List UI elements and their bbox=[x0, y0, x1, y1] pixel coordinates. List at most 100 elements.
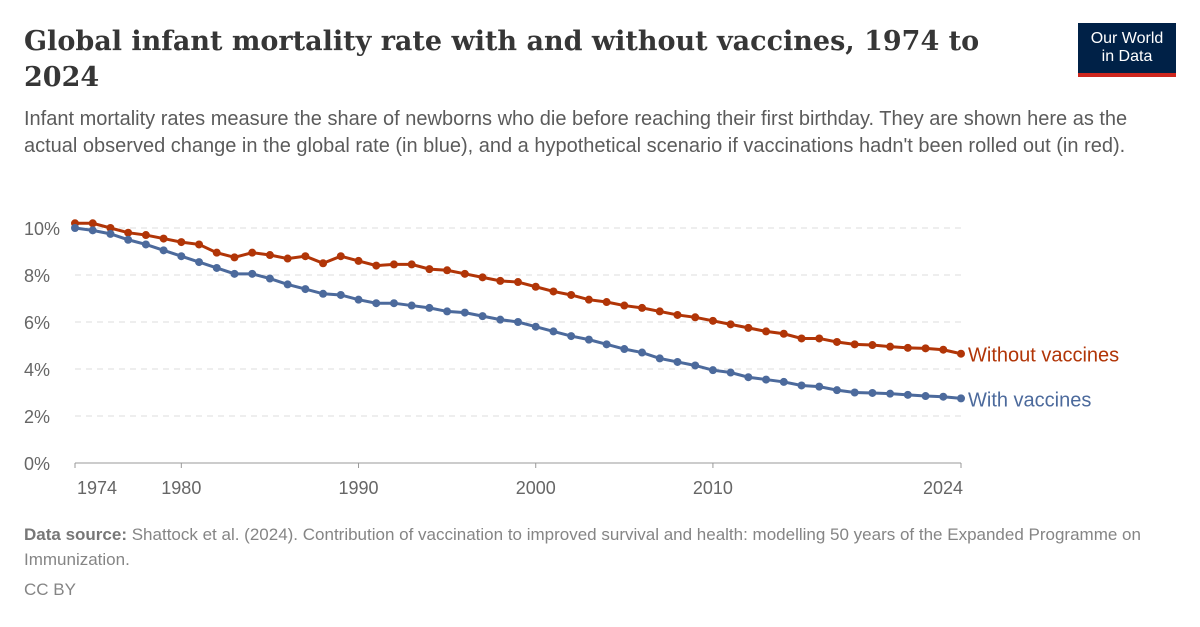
y-tick-label: 4% bbox=[24, 360, 50, 380]
data-point bbox=[88, 219, 97, 228]
data-point bbox=[71, 224, 79, 232]
data-point bbox=[301, 252, 310, 261]
data-point bbox=[815, 382, 824, 391]
data-point bbox=[620, 301, 629, 310]
owid-logo[interactable]: Our World in Data bbox=[1078, 23, 1176, 77]
data-point bbox=[584, 335, 593, 344]
y-tick-label: 10% bbox=[24, 219, 60, 239]
data-point bbox=[797, 381, 806, 390]
data-point bbox=[372, 261, 381, 270]
data-point bbox=[762, 327, 771, 336]
data-point bbox=[708, 366, 717, 375]
data-point bbox=[248, 269, 257, 278]
data-point bbox=[868, 388, 877, 397]
logo-line2: in Data bbox=[1101, 48, 1153, 65]
x-tick-label: 1974 bbox=[77, 478, 117, 498]
x-tick-label: 2000 bbox=[516, 478, 556, 498]
data-point bbox=[195, 240, 204, 249]
data-point bbox=[177, 252, 186, 261]
data-point bbox=[124, 228, 133, 237]
data-point bbox=[655, 307, 664, 316]
data-point bbox=[106, 229, 115, 238]
chart-subtitle: Infant mortality rates measure the share… bbox=[24, 108, 1128, 157]
data-point bbox=[389, 260, 398, 269]
data-point bbox=[886, 389, 895, 398]
data-point bbox=[159, 246, 168, 255]
series-label: Without vaccines bbox=[968, 345, 1119, 367]
data-point bbox=[265, 251, 274, 260]
data-point bbox=[230, 269, 239, 278]
data-point bbox=[177, 238, 186, 247]
data-point bbox=[265, 274, 274, 283]
data-point bbox=[567, 332, 576, 341]
data-point bbox=[283, 254, 292, 263]
data-point bbox=[496, 315, 505, 324]
data-point bbox=[496, 276, 505, 285]
x-tick-label: 2010 bbox=[693, 478, 733, 498]
data-point bbox=[407, 301, 416, 310]
logo-line1: Our World bbox=[1090, 30, 1164, 47]
data-point bbox=[425, 303, 434, 312]
data-point bbox=[389, 299, 398, 308]
data-point bbox=[124, 235, 133, 244]
data-point bbox=[248, 248, 257, 257]
data-point bbox=[903, 343, 912, 352]
data-point bbox=[832, 337, 841, 346]
data-point bbox=[212, 248, 221, 257]
y-tick-label: 6% bbox=[24, 313, 50, 333]
series-line bbox=[75, 221, 962, 356]
data-point bbox=[779, 329, 788, 338]
data-point bbox=[443, 307, 452, 316]
data-source: Data source: Shattock et al. (2024). Con… bbox=[24, 522, 1174, 572]
data-point bbox=[159, 234, 168, 243]
data-point bbox=[921, 344, 930, 353]
y-tick-label: 0% bbox=[24, 454, 50, 474]
x-tick-label: 2024 bbox=[923, 478, 963, 498]
data-point bbox=[903, 390, 912, 399]
data-point bbox=[868, 341, 877, 350]
license: CC BY bbox=[24, 580, 76, 599]
data-point bbox=[354, 295, 363, 304]
data-point bbox=[230, 253, 239, 262]
data-point bbox=[319, 259, 328, 268]
data-point bbox=[850, 340, 859, 349]
data-point bbox=[443, 266, 452, 275]
data-point bbox=[726, 320, 735, 329]
data-point bbox=[655, 354, 664, 363]
data-point bbox=[673, 357, 682, 366]
data-point bbox=[301, 285, 310, 294]
data-point bbox=[460, 269, 469, 278]
chart-title: Global infant mortality rate with and wi… bbox=[24, 26, 980, 93]
data-point bbox=[549, 287, 558, 296]
data-point bbox=[957, 349, 965, 358]
data-point bbox=[478, 312, 487, 321]
data-point bbox=[921, 392, 930, 401]
data-point bbox=[460, 308, 469, 317]
data-point bbox=[939, 345, 948, 354]
data-point bbox=[832, 386, 841, 395]
data-point bbox=[195, 258, 204, 267]
data-point bbox=[106, 224, 115, 232]
data-point bbox=[886, 342, 895, 351]
y-tick-label: 8% bbox=[24, 266, 50, 286]
series-label: With vaccines bbox=[968, 389, 1091, 411]
data-point bbox=[283, 280, 292, 289]
data-point bbox=[691, 361, 700, 370]
data-point bbox=[531, 282, 540, 291]
x-tick-label: 1980 bbox=[161, 478, 201, 498]
data-point bbox=[779, 377, 788, 386]
x-tick-label: 1990 bbox=[338, 478, 378, 498]
data-point bbox=[744, 323, 753, 332]
data-point bbox=[354, 256, 363, 265]
data-point bbox=[567, 290, 576, 299]
data-point bbox=[797, 334, 806, 343]
data-point bbox=[319, 289, 328, 298]
series-line bbox=[74, 226, 962, 400]
data-point bbox=[425, 265, 434, 274]
data-point bbox=[638, 348, 647, 357]
data-point bbox=[762, 375, 771, 384]
data-point bbox=[141, 240, 150, 249]
data-point bbox=[602, 298, 611, 307]
data-point bbox=[602, 340, 611, 349]
